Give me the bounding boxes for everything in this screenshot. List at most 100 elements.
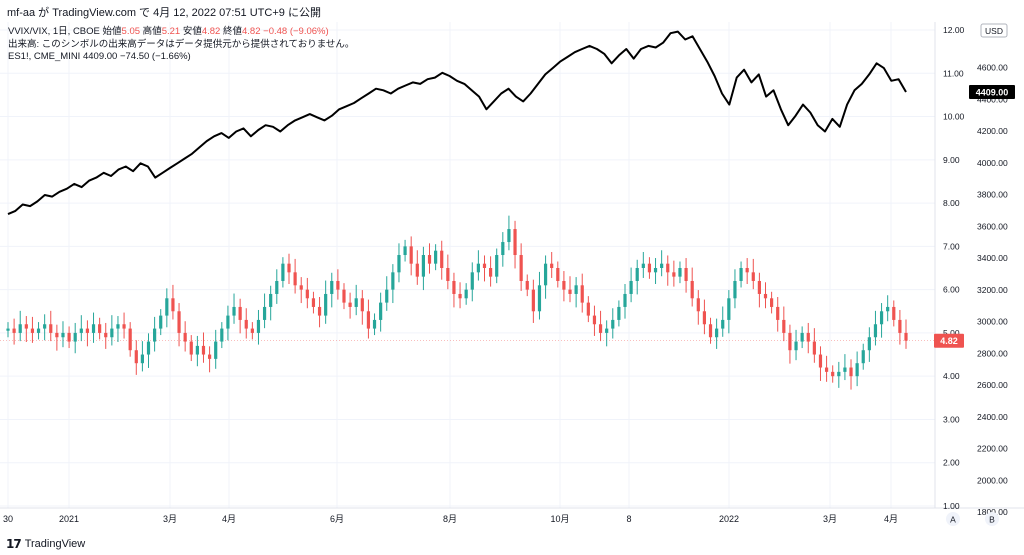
candle <box>684 258 688 293</box>
candle <box>159 309 163 336</box>
currency-button[interactable]: USD <box>980 23 1008 38</box>
candle <box>140 341 144 372</box>
candle <box>379 292 383 332</box>
candle-body <box>24 324 28 329</box>
legend-symbol-vvix[interactable]: VVIX/VIX, 1日, CBOE <box>8 26 100 37</box>
candle-body <box>660 263 664 268</box>
ratio-axis[interactable]: 12.00 11.00 10.00 9.00 8.00 7.00 6.00 5.00 4.00 3… <box>943 25 965 511</box>
candle-body <box>751 272 755 281</box>
candle <box>672 260 676 287</box>
time-tick-label: 4月 <box>222 514 236 524</box>
candle-body <box>299 285 303 290</box>
time-tick-label: 2022 <box>719 514 739 524</box>
time-tick-label: 6月 <box>330 514 344 524</box>
candle <box>898 309 902 345</box>
candle <box>452 272 456 308</box>
candle <box>867 327 871 362</box>
candle <box>116 316 120 342</box>
candle <box>98 317 102 340</box>
candle <box>849 359 853 390</box>
ratio-tick-label: 3.00 <box>943 414 960 424</box>
candle <box>715 318 719 349</box>
candle-body <box>513 229 517 256</box>
ratio-tick-label: 2.00 <box>943 458 960 468</box>
time-tick-label: 8 <box>626 514 631 524</box>
legend-low: 4.82 <box>201 26 221 37</box>
candle <box>385 276 389 311</box>
es-tick-label: 3400.00 <box>977 253 1008 263</box>
candle <box>641 251 645 278</box>
candle <box>543 255 548 299</box>
candle <box>855 351 859 387</box>
candle-body <box>550 263 554 268</box>
candle-body <box>721 319 725 329</box>
candle <box>617 300 621 327</box>
candle <box>409 236 413 276</box>
candle-body <box>470 272 474 290</box>
candle <box>330 272 334 308</box>
candle-body <box>379 302 383 320</box>
candle <box>403 239 407 262</box>
bottom-button[interactable]: B <box>985 512 999 526</box>
candle-body <box>818 354 823 368</box>
candle-body <box>507 229 511 243</box>
candle-body <box>782 319 786 333</box>
candle <box>214 329 218 369</box>
candle <box>696 290 700 325</box>
candle-body <box>543 263 548 286</box>
candle-body <box>403 246 407 256</box>
candle <box>525 274 529 297</box>
es-line <box>7 30 907 216</box>
candle <box>43 314 47 341</box>
candle-body <box>476 263 480 273</box>
candle-body <box>617 306 621 320</box>
candle-body <box>366 311 371 329</box>
candle <box>843 354 847 381</box>
candle <box>207 346 212 373</box>
candle <box>128 322 132 357</box>
candle-body <box>672 272 676 277</box>
candle-body <box>562 280 566 290</box>
candle-body <box>800 332 804 342</box>
time-axis[interactable]: 30 2021 3月 4月 6月 8月 10月 8 2022 3月 4月 <box>3 514 898 524</box>
candle-body <box>739 268 743 281</box>
candle <box>61 321 65 348</box>
candle-body <box>55 332 59 338</box>
candle-body <box>898 319 902 333</box>
candle-body <box>128 328 132 351</box>
candle <box>531 279 535 323</box>
candle-body <box>592 315 597 325</box>
candle-body <box>18 324 22 333</box>
candle-body <box>79 328 83 333</box>
tradingview-logo-icon: 𝟭𝟳 <box>6 537 22 551</box>
legend-symbol-es[interactable]: ES1!, CME_MINI <box>8 51 81 62</box>
candle <box>476 250 480 281</box>
candle-body <box>232 306 236 316</box>
auto-scale-button[interactable]: A <box>946 512 960 526</box>
candle <box>550 251 554 278</box>
candle-body <box>177 311 181 333</box>
candle <box>495 248 499 284</box>
candle-body <box>568 289 572 294</box>
candle <box>818 346 823 381</box>
candle-body <box>757 280 761 294</box>
time-tick-label: 3月 <box>163 514 177 524</box>
candle <box>183 321 187 352</box>
footer-brand[interactable]: TradingView <box>24 538 86 550</box>
candle-body <box>12 328 16 333</box>
chart-area[interactable]: 12.00 11.00 10.00 9.00 8.00 7.00 6.00 5.00 4.00 3… <box>0 22 1024 530</box>
candle <box>317 296 322 328</box>
candle <box>342 283 346 310</box>
legend-close-label: 終値 <box>222 26 242 37</box>
candle-body <box>250 328 254 333</box>
candle <box>104 322 108 349</box>
candle <box>134 340 138 375</box>
legend-low-label: 安値 <box>182 26 202 37</box>
es-tick-label: 2200.00 <box>977 444 1008 454</box>
es-tick-label: 3600.00 <box>977 221 1008 231</box>
ratio-tick-label: 11.00 <box>943 68 964 78</box>
candle-body <box>867 337 871 351</box>
candle-body <box>708 324 713 338</box>
candle-body <box>220 328 224 342</box>
es-axis[interactable]: 4600.00 4400.00 4200.00 4000.00 3800.00 3600.… <box>977 63 1008 517</box>
